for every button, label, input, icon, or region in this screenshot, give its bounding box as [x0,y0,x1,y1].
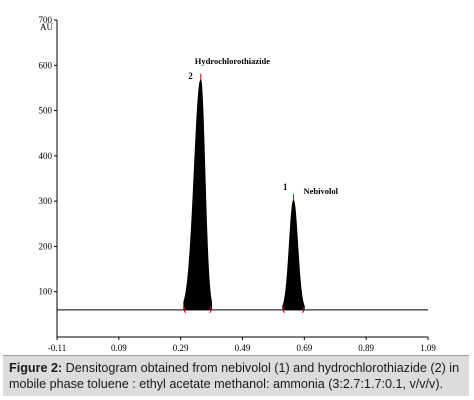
y-tick-label: 200 [39,241,53,251]
chart-axes [56,20,428,338]
peak-1-name: Hydrochlorothiazide [195,56,270,66]
peak-1-end-marker [209,306,212,314]
peak-2-end-marker [301,306,305,314]
figure-caption: Figure 2: Densitogram obtained from nebi… [3,355,469,396]
peak-2-start-marker [282,306,286,314]
x-tick-label: 1.09 [420,343,436,352]
y-tick-label: 400 [39,151,53,161]
y-axis-label: AU [40,22,53,32]
peak-1-area [183,79,212,311]
peak-2-name: Nebivolol [304,186,339,196]
x-tick-label: 0.89 [358,343,374,352]
peak-2-number: 1 [283,182,288,192]
y-tick-label: 700 [39,15,53,25]
peak-1-start-marker [183,306,187,314]
peak-2-area [282,199,305,311]
y-tick-label: 100 [39,287,53,297]
y-tick-label: 500 [39,106,53,116]
peak-1-number: 2 [188,71,193,81]
chart-peaks [183,73,305,314]
densitogram-chart: 100 200 300 400 500 600 700 -0.11 0.09 0.29 0.49 0.… [39,15,437,352]
y-tick-label: 300 [39,196,53,206]
x-tick-label: -0.11 [48,343,66,352]
chart-ticks: 100 200 300 400 500 600 700 -0.11 0.09 0.29 0.49 0.… [39,15,437,352]
y-tick-label: 600 [39,60,53,70]
figure-caption-label: Figure 2: [9,361,63,375]
x-tick-label: 0.09 [111,343,127,352]
figure-caption-text: Densitogram obtained from nebivolol (1) … [9,361,460,391]
x-tick-label: 0.29 [173,343,189,352]
x-tick-label: 0.49 [235,343,251,352]
x-tick-label: 0.69 [296,343,312,352]
